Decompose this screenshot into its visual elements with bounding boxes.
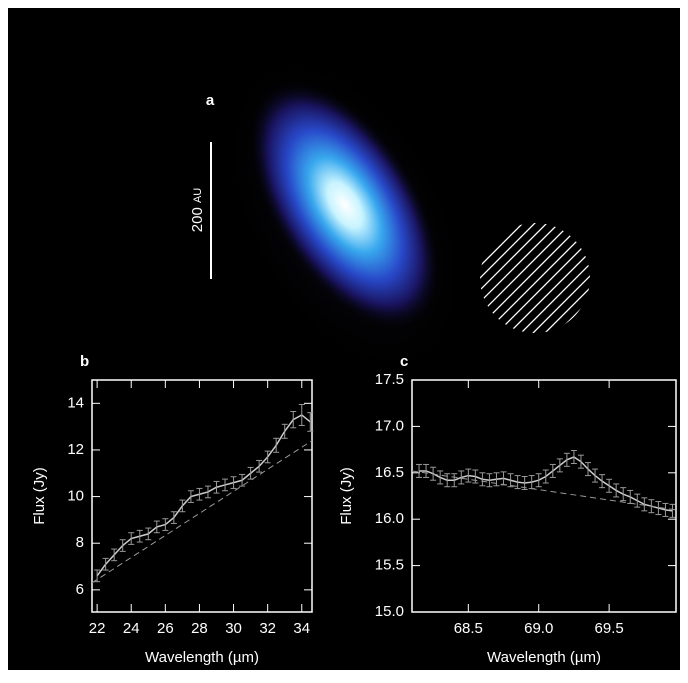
error-bar	[606, 478, 613, 493]
plot-area	[91, 379, 313, 613]
error-bar	[423, 463, 430, 478]
error-bar	[145, 527, 152, 541]
x-axis-label: Wavelength (µm)	[145, 649, 259, 666]
error-bar	[592, 468, 599, 483]
error-bar	[213, 480, 220, 494]
error-bar	[458, 470, 465, 485]
panel-label: b	[80, 353, 89, 370]
error-bar	[222, 478, 229, 492]
error-bar	[179, 499, 186, 513]
y-tick-label: 12	[67, 441, 84, 458]
x-tick-label: 30	[225, 620, 242, 637]
error-bar	[641, 497, 648, 512]
error-bar	[577, 454, 584, 469]
y-tick-label: 8	[76, 534, 84, 551]
error-bar	[486, 473, 493, 488]
plot-area	[411, 379, 677, 613]
error-bar	[556, 458, 563, 473]
error-bar	[634, 493, 641, 508]
y-tick-label: 15.0	[375, 603, 404, 620]
error-bar	[570, 450, 577, 465]
error-bar	[298, 403, 305, 426]
y-tick-label: 14	[67, 394, 84, 411]
error-bar	[472, 469, 479, 484]
x-tick-label: 69.5	[595, 620, 624, 637]
error-bar	[465, 468, 472, 483]
y-tick-label: 6	[76, 581, 84, 598]
y-tick-label: 15.5	[375, 557, 404, 574]
error-bar	[187, 490, 194, 503]
error-bar	[549, 463, 556, 478]
error-bar	[239, 473, 246, 487]
error-bar	[230, 476, 237, 489]
disk-image	[248, 80, 442, 330]
error-bar	[563, 452, 570, 467]
error-bar	[613, 483, 620, 498]
y-tick-label: 10	[67, 488, 84, 505]
panel-label: a	[206, 92, 215, 109]
spectrum-line	[96, 414, 311, 577]
error-bar	[655, 501, 662, 516]
error-bar	[128, 532, 135, 545]
error-bar	[290, 410, 297, 429]
error-bar	[111, 548, 118, 562]
x-tick-label: 24	[123, 620, 140, 637]
error-bar	[535, 473, 542, 488]
error-bar	[273, 437, 280, 453]
x-tick-label: 34	[293, 620, 310, 637]
error-bar	[136, 529, 143, 543]
error-bar	[620, 487, 627, 502]
error-bar	[542, 469, 549, 484]
x-tick-label: 69.0	[524, 620, 553, 637]
error-bar	[196, 487, 203, 501]
x-tick-label: 22	[89, 620, 106, 637]
error-bar	[662, 502, 669, 517]
error-bar	[264, 450, 271, 464]
x-tick-label: 68.5	[454, 620, 483, 637]
x-tick-label: 26	[157, 620, 174, 637]
y-tick-label: 16.5	[375, 464, 404, 481]
error-bar	[479, 472, 486, 487]
y-axis-label: Flux (Jy)	[31, 467, 48, 525]
error-bar	[204, 485, 211, 499]
error-bar	[281, 423, 288, 439]
error-bar	[507, 473, 514, 488]
y-tick-label: 17.0	[375, 417, 404, 434]
scale-label: 200 AU	[189, 188, 206, 233]
panel-label: c	[400, 353, 408, 370]
continuum-line	[411, 470, 677, 511]
error-bar	[256, 459, 263, 473]
error-bar	[514, 475, 521, 490]
error-bar	[416, 463, 423, 478]
error-bar	[669, 503, 676, 518]
y-tick-label: 17.5	[375, 371, 404, 388]
x-tick-label: 32	[259, 620, 276, 637]
y-axis-label: Flux (Jy)	[338, 467, 355, 525]
scale-value: 200	[189, 207, 206, 232]
error-bar	[162, 518, 169, 531]
scale-unit: AU	[192, 188, 204, 203]
error-bar	[119, 539, 126, 552]
y-tick-label: 16.0	[375, 510, 404, 527]
error-bar	[585, 462, 591, 477]
error-bar	[102, 557, 109, 571]
x-axis-label: Wavelength (µm)	[487, 649, 601, 666]
error-bar	[307, 412, 314, 432]
error-bar	[170, 511, 177, 524]
error-bar	[599, 474, 606, 489]
x-tick-label: 28	[191, 620, 208, 637]
error-bar	[153, 520, 160, 534]
error-bar	[437, 470, 444, 485]
continuum-line	[91, 440, 313, 584]
error-bar	[451, 473, 458, 488]
